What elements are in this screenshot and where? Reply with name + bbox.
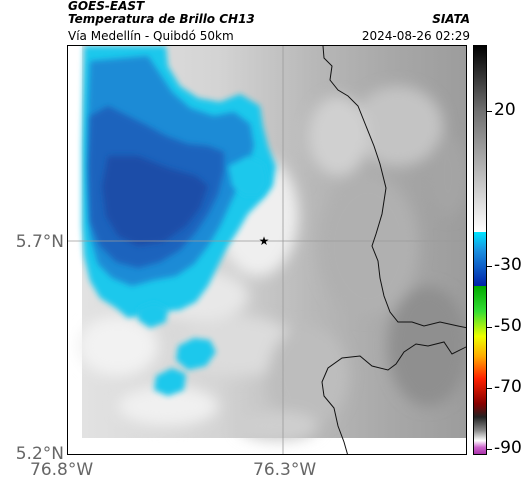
route-subtitle: Vía Medellín - Quibdó 50km <box>68 29 234 43</box>
latitude-label-top: 5.7°N <box>15 232 64 252</box>
admin-boundary <box>322 46 466 329</box>
colorbar-label: -90 <box>494 438 522 458</box>
longitude-label-right: 76.3°W <box>253 460 317 480</box>
cloud-texture <box>78 86 466 441</box>
brightness-temperature-field: ★ <box>68 46 466 454</box>
satellite-map[interactable]: ★ <box>67 45 467 455</box>
satellite-title: GOES-EAST <box>68 0 145 13</box>
graticule <box>68 46 466 454</box>
colorbar-tick <box>487 327 492 328</box>
admin-boundary-2 <box>321 341 466 454</box>
colorbar-tick <box>487 266 492 267</box>
colorbar-label: -50 <box>494 316 522 336</box>
colorbar-label: 20 <box>494 100 516 120</box>
datetime-label: 2024-08-26 02:29 <box>361 29 470 43</box>
colorbar-tick <box>487 111 492 112</box>
colorbar-tick <box>487 388 492 389</box>
longitude-label-left: 76.8°W <box>30 460 94 480</box>
colorbar-tick <box>487 449 492 450</box>
organization-label: SIATA <box>432 12 470 26</box>
cold-cloud-region <box>82 46 276 396</box>
colorbar-label: -70 <box>494 377 522 397</box>
colorbar-label: -30 <box>494 255 522 275</box>
colorbar <box>473 45 487 455</box>
latitude-label-bottom: 5.2°N <box>15 444 64 464</box>
product-title: Temperatura de Brillo CH13 <box>68 12 255 26</box>
star-icon: ★ <box>259 234 270 248</box>
